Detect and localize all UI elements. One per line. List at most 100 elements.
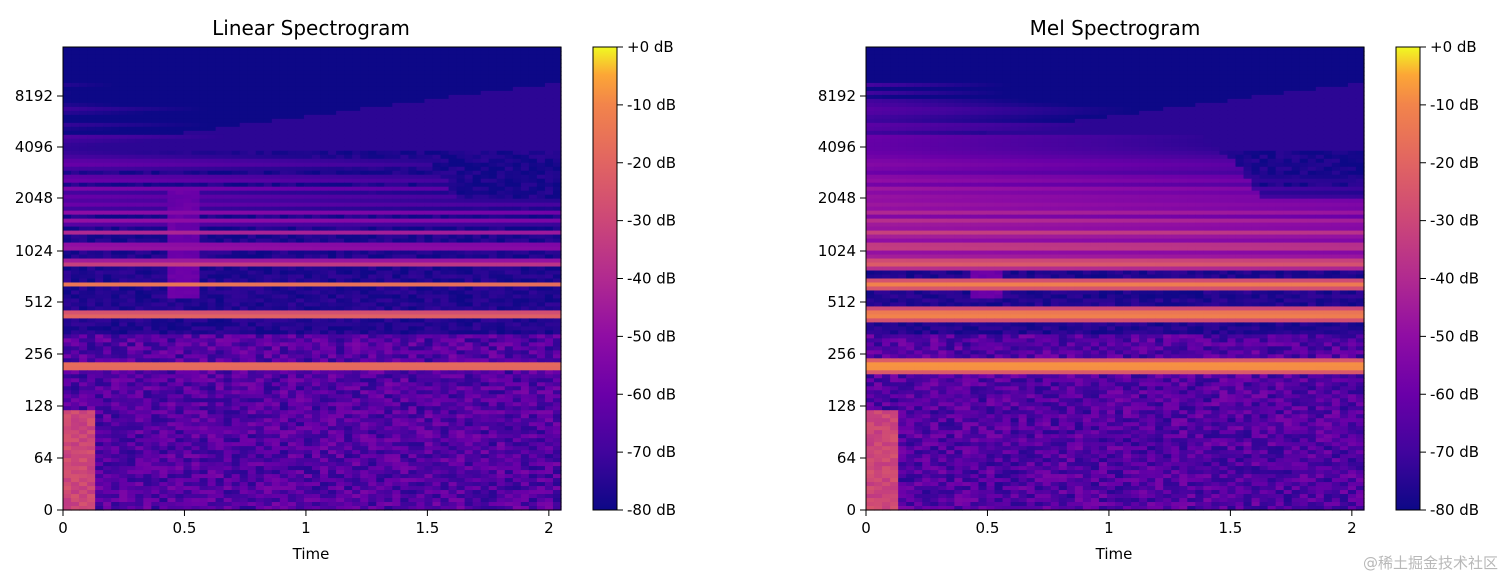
- heatmap-cell: [295, 346, 305, 351]
- heatmap-cell: [199, 102, 209, 108]
- heatmap-cell: [360, 298, 369, 304]
- heatmap-cell: [303, 350, 313, 355]
- heatmap-cell: [488, 122, 498, 128]
- heatmap-cell: [119, 130, 128, 136]
- heatmap-cell: [344, 246, 353, 252]
- heatmap-cell: [496, 362, 506, 367]
- heatmap-cell: [552, 226, 562, 232]
- heatmap-cell: [512, 170, 522, 176]
- heatmap-cell: [360, 302, 369, 308]
- heatmap-cell: [63, 342, 72, 347]
- heatmap-cell: [207, 354, 217, 359]
- heatmap-cell: [303, 118, 313, 124]
- heatmap-cell: [544, 338, 554, 343]
- heatmap-cell: [119, 54, 128, 60]
- heatmap-cell: [103, 258, 112, 264]
- heatmap-cell: [79, 150, 88, 156]
- heatmap-cell: [303, 150, 313, 156]
- heatmap-cell: [392, 210, 401, 216]
- heatmap-cell: [223, 346, 233, 351]
- heatmap-cell: [440, 230, 450, 236]
- heatmap-cell: [71, 154, 80, 160]
- heatmap-cell: [159, 362, 169, 367]
- heatmap-cell: [320, 138, 329, 144]
- heatmap-cell: [159, 106, 169, 112]
- heatmap-cell: [528, 326, 538, 331]
- heatmap-cell: [287, 366, 297, 371]
- heatmap-cell: [191, 222, 201, 228]
- heatmap-cell: [135, 82, 144, 88]
- heatmap-cell: [432, 158, 442, 164]
- heatmap-cell: [247, 47, 257, 52]
- heatmap-cell: [111, 202, 120, 208]
- heatmap-cell: [480, 286, 490, 292]
- heatmap-cell: [520, 350, 530, 355]
- heatmap-cell: [488, 98, 498, 104]
- heatmap-cell: [384, 166, 393, 172]
- heatmap-cell: [303, 234, 313, 240]
- heatmap-cell: [464, 130, 474, 136]
- heatmap-cell: [287, 206, 297, 212]
- heatmap-cell: [496, 150, 506, 156]
- heatmap-cell: [408, 314, 418, 320]
- heatmap-cell: [528, 186, 538, 192]
- heatmap-cell: [416, 226, 426, 232]
- heatmap-cell: [312, 246, 321, 252]
- heatmap-cell: [279, 338, 289, 343]
- heatmap-cell: [159, 66, 169, 72]
- heatmap-cell: [520, 178, 530, 184]
- heatmap-cell: [175, 350, 185, 355]
- heatmap-cell: [71, 126, 80, 132]
- heatmap-cell: [360, 266, 369, 272]
- heatmap-cell: [440, 234, 450, 240]
- heatmap-cell: [207, 346, 217, 351]
- heatmap-cell: [488, 362, 498, 367]
- heatmap-cell: [287, 338, 297, 343]
- heatmap-cell: [328, 354, 337, 359]
- heatmap-cell: [376, 358, 385, 363]
- heatmap-cell: [239, 154, 249, 160]
- heatmap-cell: [79, 338, 88, 343]
- heatmap-cell: [464, 114, 474, 120]
- heatmap-cell: [400, 126, 409, 132]
- heatmap-cell: [312, 222, 321, 228]
- heatmap-cell: [512, 94, 522, 100]
- heatmap-cell: [199, 78, 209, 84]
- heatmap-cell: [167, 266, 177, 272]
- heatmap-cell: [287, 50, 297, 56]
- heatmap-cell: [191, 322, 201, 327]
- heatmap-cell: [424, 82, 434, 88]
- heatmap-cell: [512, 230, 522, 236]
- heatmap-cell: [111, 106, 120, 112]
- heatmap-cell: [71, 62, 80, 68]
- heatmap-cell: [223, 54, 233, 60]
- heatmap-cell: [95, 218, 104, 224]
- heatmap-cell: [456, 262, 466, 268]
- heatmap-cell: [231, 122, 241, 128]
- heatmap-cell: [472, 346, 482, 351]
- heatmap-cell: [520, 86, 530, 92]
- heatmap-cell: [151, 286, 160, 292]
- heatmap-cell: [143, 166, 152, 172]
- heatmap-cell: [424, 270, 434, 276]
- heatmap-cell: [87, 126, 96, 132]
- heatmap-cell: [448, 302, 458, 308]
- heatmap-cell: [432, 126, 442, 132]
- heatmap-cell: [255, 234, 265, 240]
- heatmap-cell: [496, 346, 506, 351]
- heatmap-cell: [95, 326, 104, 331]
- heatmap-cell: [520, 170, 530, 176]
- heatmap-cell: [191, 158, 201, 164]
- heatmap-cell: [480, 190, 490, 196]
- heatmap-cell: [263, 218, 273, 224]
- heatmap-cell: [87, 210, 96, 216]
- heatmap-cell: [279, 250, 289, 256]
- heatmap-cell: [71, 246, 80, 252]
- heatmap-cell: [111, 102, 120, 108]
- heatmap-cell: [63, 126, 72, 132]
- heatmap-cell: [135, 334, 144, 339]
- heatmap-cell: [320, 190, 329, 196]
- heatmap-cell: [536, 142, 546, 148]
- heatmap-cell: [360, 94, 369, 100]
- heatmap-cell: [207, 298, 217, 304]
